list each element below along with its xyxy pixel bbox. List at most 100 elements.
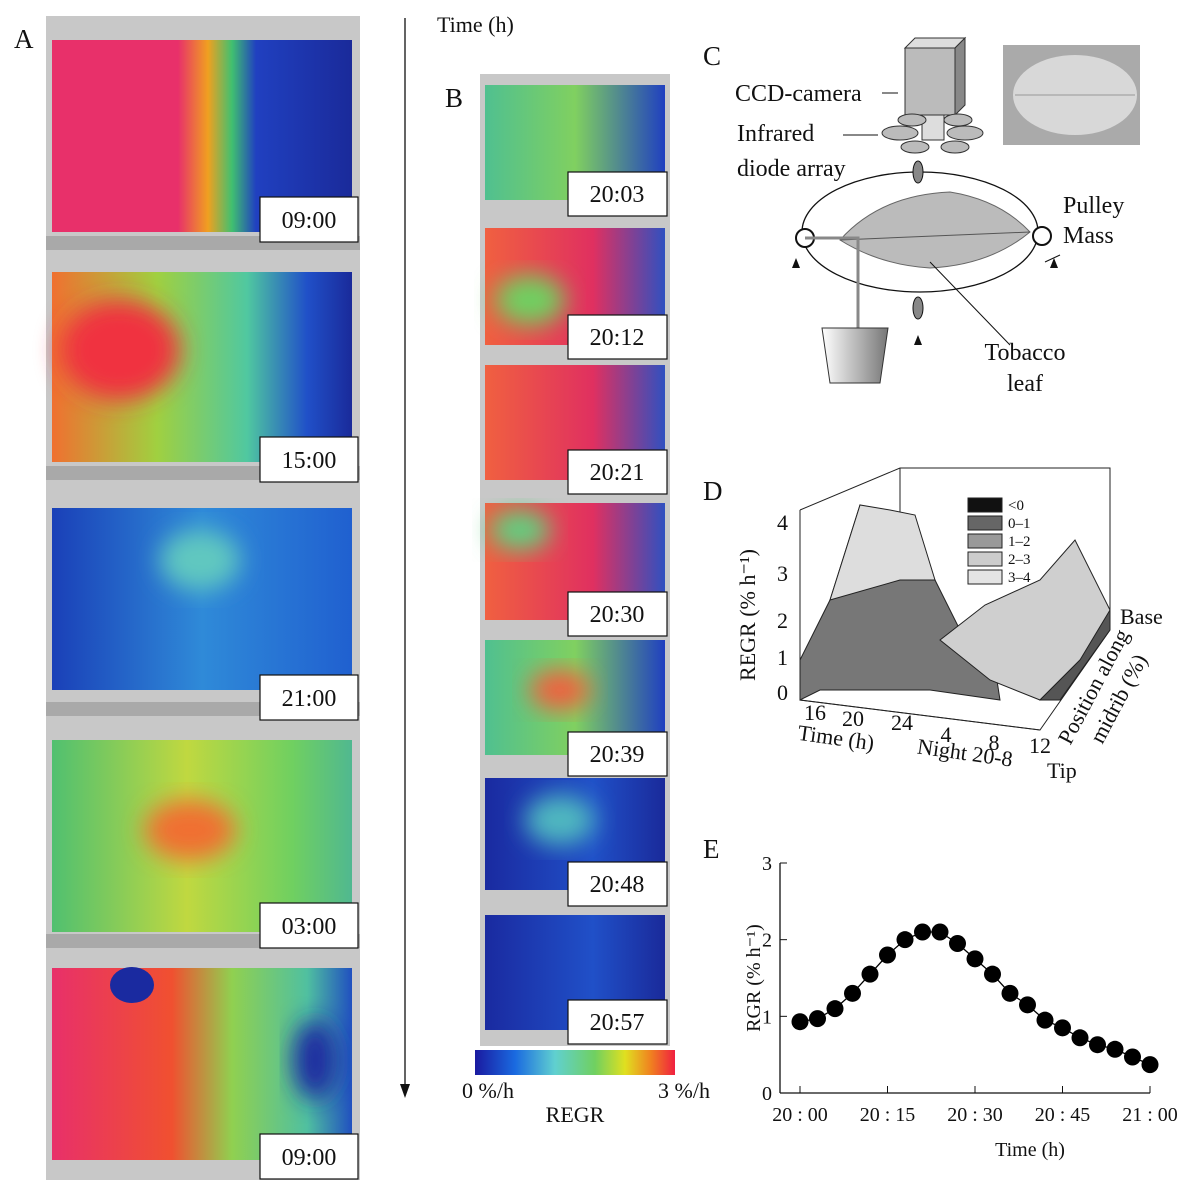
y-tick-label: 2 [762,930,772,952]
heat-blob [145,800,235,860]
legend-swatch [967,497,1003,513]
time-label: 20:39 [590,742,645,768]
time-tick-label: 8 [989,730,1000,755]
time-tick-label: 4 [941,722,952,747]
z-tick-label: 2 [777,608,788,633]
colorbar-title: REGR [546,1102,605,1127]
lens [921,114,945,141]
label-box [259,436,359,483]
clip [912,296,924,320]
panel-letter: A [14,24,34,54]
mass-bucket [821,327,889,384]
panel-b-labels: 20:03 20:12 20:21 20:30 20:39 20:48 20:5… [567,171,668,1045]
z-tick-label: 0 [777,680,788,705]
time-axis-label: Time (h) [437,12,514,37]
legend-label: <0 [1008,498,1024,514]
panel-letter: E [703,834,720,864]
apparatus-diagram [792,36,1140,384]
diode [881,125,919,141]
diode [900,140,930,154]
time-label: 03:00 [282,914,337,940]
time-label: 20:21 [590,460,645,486]
time-tick-label: 20 [842,706,864,731]
legend-swatch [967,533,1003,549]
time-label: 09:00 [282,1145,337,1171]
surface-legend: <0 0–1 1–2 2–3 3–4 [967,497,1031,586]
plot-frame [799,699,1041,731]
data-point [914,923,931,941]
clip-mount [914,335,922,345]
diode [940,140,970,154]
time-label: 20:30 [590,602,645,628]
data-point [1054,1019,1071,1037]
label-box [259,674,359,721]
data-point [879,946,896,964]
panel-letter: C [703,41,721,71]
diode [943,113,973,127]
legend-label: 1–2 [1008,534,1031,550]
leaf-label: Tobacco [985,340,1066,366]
label-box [567,314,668,360]
data-point [861,965,879,983]
heat-blob [110,967,154,1003]
surface-plot [799,467,1111,731]
surface-patch [829,504,936,601]
time-tick-label: 16 [804,700,826,725]
heat-blob [490,510,550,550]
heat-blob [293,1020,337,1100]
time-label: 20:12 [590,325,645,351]
y-tick-label: 0 [762,1083,772,1105]
panel-a-labels: 09:00 15:00 21:00 03:00 09:00 [259,196,359,1180]
y-tick-label: 1 [762,1006,772,1028]
legend-swatch [967,569,1003,585]
data-point [1036,1011,1054,1029]
panel-a-images [46,16,360,1180]
label-box [567,999,668,1045]
label-box [567,591,668,637]
time-label: 09:00 [282,208,337,234]
diode-label: Infrared [737,121,814,147]
midrib [839,231,1031,241]
time-label: 21:00 [282,686,337,712]
legend-swatch [967,551,1003,567]
data-point [1141,1056,1159,1074]
label-box [259,1133,359,1180]
x-tick-label: 20 : 15 [860,1104,916,1126]
data-point [1001,984,1019,1002]
clip [912,160,924,184]
heat-blob [525,795,595,845]
label-box [567,731,668,777]
time-tick-label: 12 [1029,733,1051,758]
legend-label: 3–4 [1008,570,1031,586]
legend-swatch [967,515,1003,531]
data-point [826,1000,844,1018]
pulley-mount [1050,258,1058,268]
data-point [809,1010,826,1028]
data-point [966,950,984,968]
plot-e: 0 1 2 3 20 : 00 20 : 15 20 : 30 20 : 45 21 : 00 [762,853,1178,1126]
pulley-mount [792,258,800,268]
time-label: 20:57 [590,1010,645,1036]
diode-label: diode array [737,156,846,182]
data-point [1089,1036,1106,1054]
x-tick-label: 20 : 45 [1035,1104,1091,1126]
data-point [1019,996,1036,1014]
x-axis-label: Time (h) [995,1139,1065,1161]
x-tick-label: 20 : 30 [947,1104,1003,1126]
legend-label: 0–1 [1008,516,1031,532]
leaf-label: leaf [1007,371,1043,397]
night-label: Night 20-8 [916,734,1014,772]
colorbar-max-label: 3 %/h [658,1078,710,1103]
string [805,236,860,328]
tobacco-leaf [839,191,1031,269]
diode [946,125,984,141]
camera-side [954,36,966,117]
z-tick-label: 4 [777,510,788,535]
label-box [567,449,668,495]
label-box [259,196,359,243]
label-box [567,171,668,217]
heat-blob [530,670,590,710]
camera-label: CCD-camera [735,81,862,107]
heat-blob [160,530,240,590]
tip-label: Tip [1047,758,1077,783]
